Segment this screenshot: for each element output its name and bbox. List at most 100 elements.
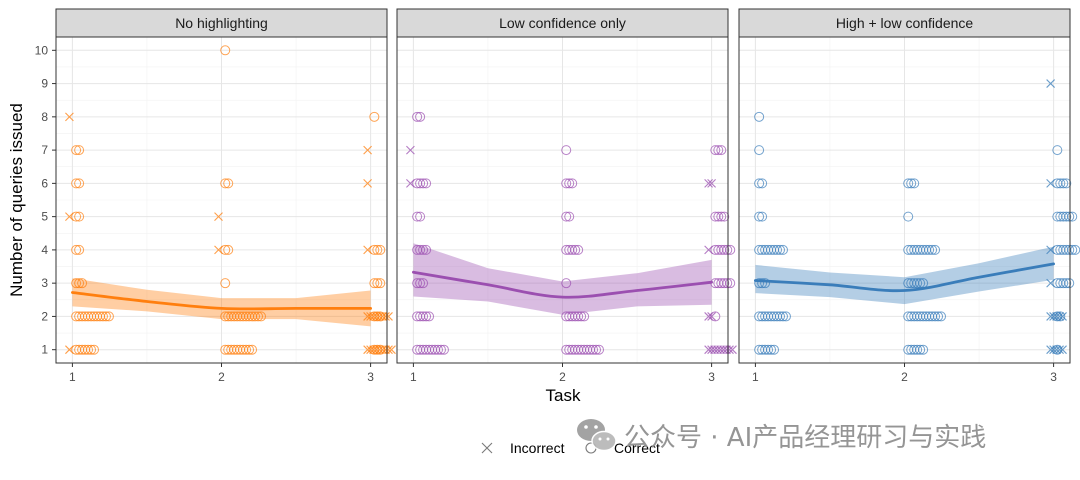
- point-correct: [710, 311, 721, 322]
- point-correct: [412, 111, 423, 122]
- point-correct: [906, 178, 917, 189]
- x-tick-label: 3: [708, 370, 715, 384]
- point-correct: [97, 311, 108, 322]
- point-correct: [591, 344, 602, 355]
- point-correct: [1052, 145, 1063, 156]
- point-correct: [754, 211, 765, 222]
- point-incorrect: [363, 178, 373, 188]
- point-correct: [1055, 178, 1066, 189]
- point-correct: [1064, 278, 1075, 289]
- point-correct: [220, 244, 231, 255]
- point-correct: [369, 278, 380, 289]
- point-correct: [244, 344, 255, 355]
- point-correct: [369, 244, 380, 255]
- point-correct: [375, 244, 386, 255]
- point-correct: [573, 311, 584, 322]
- smooth-line: [71, 291, 372, 311]
- point-correct: [74, 244, 85, 255]
- point-correct: [418, 244, 429, 255]
- point-correct: [918, 344, 929, 355]
- point-correct: [763, 344, 774, 355]
- point-correct: [564, 178, 575, 189]
- point-incorrect: [363, 145, 373, 155]
- panels-layer: No highlighting 1 2 3 1 2 3 4 5 6 7 8 9 10 Low confide…: [35, 8, 1080, 384]
- watermark: 公众号 · AI产品经理研习与实践: [577, 419, 986, 453]
- point-correct: [83, 344, 94, 355]
- point-correct: [412, 278, 423, 289]
- y-tick-label: 6: [41, 176, 48, 190]
- point-correct: [561, 145, 572, 156]
- point-correct: [415, 278, 426, 289]
- point-correct: [256, 311, 267, 322]
- confidence-band: [413, 243, 712, 315]
- point-correct: [1064, 211, 1075, 222]
- point-correct: [722, 278, 733, 289]
- x-tick-label: 1: [410, 370, 417, 384]
- facet-title: Low confidence only: [499, 15, 626, 31]
- point-incorrect: [707, 178, 716, 188]
- point-correct: [418, 278, 429, 289]
- point-correct: [89, 344, 100, 355]
- point-correct: [576, 311, 587, 322]
- point-correct: [716, 145, 727, 156]
- point-incorrect: [728, 345, 737, 355]
- point-correct: [710, 145, 721, 156]
- legend-label-incorrect: Incorrect: [510, 440, 565, 456]
- point-incorrect: [1058, 345, 1067, 355]
- point-correct: [435, 344, 446, 355]
- point-correct: [912, 344, 923, 355]
- x-tick-label: 1: [69, 370, 76, 384]
- point-correct: [421, 311, 432, 322]
- point-correct: [1055, 311, 1066, 322]
- point-correct: [438, 344, 449, 355]
- point-correct: [74, 278, 85, 289]
- point-correct: [418, 311, 429, 322]
- point-correct: [71, 178, 82, 189]
- point-correct: [372, 244, 383, 255]
- point-correct: [1067, 244, 1078, 255]
- point-correct: [719, 278, 730, 289]
- point-correct: [930, 244, 941, 255]
- point-incorrect: [214, 212, 223, 222]
- point-correct: [372, 278, 383, 289]
- point-correct: [754, 278, 765, 289]
- x-tick-label: 3: [367, 370, 374, 384]
- point-correct: [247, 344, 258, 355]
- point-correct: [924, 244, 935, 255]
- point-correct: [74, 178, 85, 189]
- point-correct: [594, 344, 605, 355]
- point-correct: [220, 278, 231, 289]
- point-correct: [567, 244, 578, 255]
- y-axis-title: Number of queries issued: [7, 103, 26, 297]
- x-axis-title: Task: [546, 386, 581, 405]
- point-correct: [375, 311, 386, 322]
- point-correct: [930, 311, 941, 322]
- point-correct: [760, 278, 771, 289]
- point-correct: [777, 311, 788, 322]
- point-correct: [775, 311, 786, 322]
- point-correct: [927, 244, 938, 255]
- point-correct: [777, 244, 788, 255]
- y-tick-label: 2: [41, 309, 48, 323]
- point-incorrect: [725, 345, 734, 355]
- point-correct: [77, 278, 88, 289]
- wechat-icon: [577, 419, 617, 452]
- point-correct: [561, 178, 572, 189]
- y-tick-label: 10: [35, 43, 49, 57]
- point-correct: [71, 211, 82, 222]
- point-correct: [780, 311, 791, 322]
- point-correct: [772, 244, 783, 255]
- point-correct: [570, 244, 581, 255]
- facet-title: High + low confidence: [836, 15, 974, 31]
- point-incorrect: [384, 345, 393, 355]
- point-correct: [253, 311, 264, 322]
- facet-title: No highlighting: [175, 15, 268, 31]
- point-correct: [415, 244, 426, 255]
- point-correct: [719, 244, 730, 255]
- point-correct: [103, 311, 114, 322]
- point-correct: [725, 278, 736, 289]
- point-correct: [1061, 278, 1072, 289]
- point-correct: [74, 145, 85, 156]
- point-correct: [757, 211, 768, 222]
